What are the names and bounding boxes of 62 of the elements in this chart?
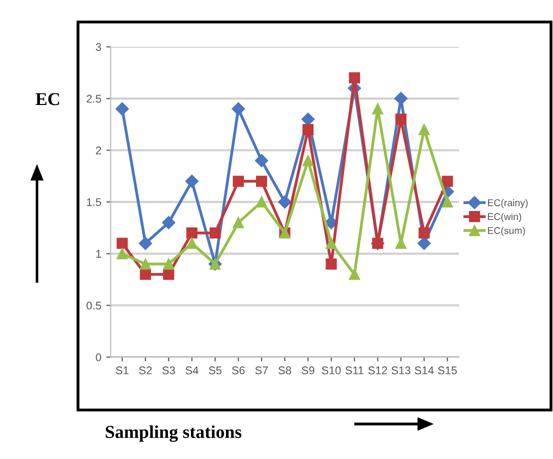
x-tick-label: S10 xyxy=(322,366,341,374)
point xyxy=(326,238,337,249)
y-tick-label: 1 xyxy=(96,250,102,258)
point xyxy=(302,124,314,136)
x-tick-label: S6 xyxy=(232,366,245,374)
x-tick-label: S9 xyxy=(302,366,314,374)
point xyxy=(210,227,221,239)
point xyxy=(232,102,245,116)
point xyxy=(302,155,314,166)
point xyxy=(418,236,431,250)
point xyxy=(140,268,151,280)
x-tick-label: S12 xyxy=(368,366,388,374)
y-tick-label: 0.5 xyxy=(86,302,102,310)
point xyxy=(116,102,129,116)
point xyxy=(186,238,198,249)
point xyxy=(186,227,198,239)
x-tick-label: S1 xyxy=(116,366,128,374)
y-tick-label: 2.5 xyxy=(86,94,102,103)
point xyxy=(116,238,128,249)
point xyxy=(140,258,151,270)
x-tick-label: S2 xyxy=(139,366,152,374)
x-tick-label: S5 xyxy=(208,366,222,374)
y-tick-label: 0 xyxy=(96,353,102,362)
x-tick-label: S13 xyxy=(392,366,410,374)
point xyxy=(301,112,315,126)
point xyxy=(348,72,360,84)
point xyxy=(372,103,384,114)
x-tick-label: S15 xyxy=(438,366,457,374)
point xyxy=(418,124,430,136)
point xyxy=(442,196,453,208)
x-tick-label: S4 xyxy=(186,366,198,374)
point xyxy=(116,248,128,260)
point xyxy=(232,217,244,228)
point xyxy=(256,196,268,208)
point xyxy=(138,236,152,250)
point xyxy=(256,176,268,187)
point xyxy=(348,268,360,280)
point xyxy=(254,154,268,168)
point xyxy=(395,114,406,125)
point xyxy=(163,258,174,270)
point xyxy=(442,176,453,187)
y-tick-label: 3 xyxy=(96,43,102,51)
y-tick-label: 1.5 xyxy=(86,198,102,206)
point xyxy=(394,92,408,106)
y-tick-label: 2 xyxy=(96,146,102,154)
point xyxy=(185,174,198,188)
point xyxy=(326,258,337,270)
point xyxy=(278,195,292,209)
x-tick-label: S8 xyxy=(278,366,292,374)
x-tick-label: S11 xyxy=(346,366,364,374)
point xyxy=(162,216,176,230)
point xyxy=(418,227,430,239)
y-axis-title: EC xyxy=(36,93,60,106)
legend-label: EC(win) xyxy=(488,212,522,222)
x-tick-label: S3 xyxy=(162,366,175,374)
x-tick-label: S7 xyxy=(255,366,268,374)
x-tick-label: S14 xyxy=(414,366,434,374)
x-axis-title: Sampling stations xyxy=(106,425,242,442)
point xyxy=(163,268,174,280)
point xyxy=(232,176,244,187)
legend-label: EC(rainy) xyxy=(488,199,528,208)
legend-label: EC(sum) xyxy=(488,226,525,236)
